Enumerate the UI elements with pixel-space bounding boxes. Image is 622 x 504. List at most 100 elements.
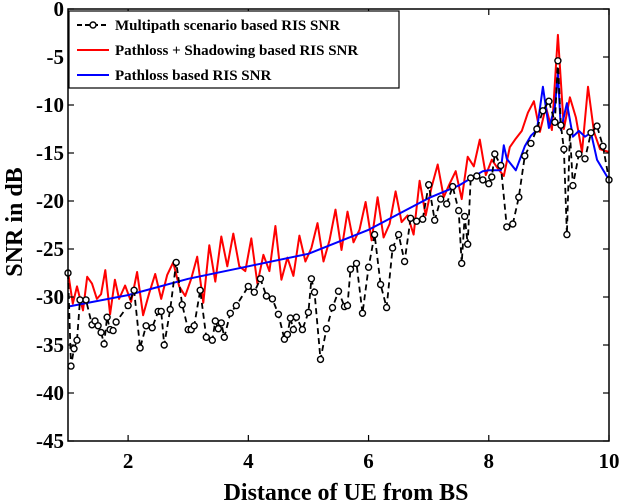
data-point (449, 182, 457, 191)
data-point (581, 155, 589, 163)
data-point (587, 129, 595, 137)
series-line (67, 33, 610, 317)
data-point (503, 223, 511, 231)
x-axis-label: Distance of UE from BS (224, 480, 469, 504)
data-point (599, 142, 607, 151)
data-point (316, 355, 325, 364)
data-point (464, 240, 472, 248)
y-tick-label: -20 (36, 189, 64, 213)
data-point (73, 336, 81, 344)
x-tick-label: 6 (363, 449, 374, 473)
data-point (76, 296, 84, 304)
y-tick-label: 0 (54, 0, 65, 21)
series-pathloss-shadowing-based-ris-snr (67, 33, 610, 317)
data-point (491, 150, 499, 158)
legend-label: Pathloss based RIS SNR (115, 68, 271, 84)
data-point (376, 280, 385, 289)
data-point (289, 325, 298, 334)
data-point (412, 217, 421, 225)
data-point (148, 324, 156, 332)
data-point (157, 307, 165, 316)
x-tick-label: 8 (484, 449, 495, 473)
data-point (130, 286, 138, 294)
x-tick-label: 2 (123, 449, 134, 473)
data-point (557, 121, 565, 129)
data-point (419, 215, 427, 223)
data-point (575, 150, 583, 158)
y-tick-label: -40 (36, 381, 64, 405)
data-point (124, 301, 132, 310)
data-point (370, 230, 379, 239)
data-point (100, 340, 108, 348)
data-point (560, 145, 568, 153)
data-point (256, 275, 265, 283)
axis-layer: 2 4 6 8 10 -45 -40 -35 -30 -25 -20 -15 -10 -5 0 (36, 0, 620, 473)
data-point (527, 139, 535, 148)
data-point (551, 118, 559, 127)
data-point (202, 333, 211, 341)
data-point (112, 318, 120, 326)
data-point (455, 206, 463, 215)
data-point (515, 193, 523, 201)
data-point (346, 265, 355, 273)
data-point (166, 305, 174, 314)
data-point (473, 172, 481, 180)
data-point (521, 152, 529, 160)
data-point (566, 128, 574, 136)
data-point (467, 174, 475, 182)
data-point (443, 200, 451, 208)
data-point (364, 263, 373, 271)
data-point (509, 220, 517, 228)
data-point (488, 173, 496, 181)
x-tick-label: 10 (599, 449, 620, 473)
data-point (262, 292, 271, 300)
data-point (70, 345, 78, 353)
data-point (358, 309, 367, 317)
data-point (461, 212, 469, 221)
data-point (458, 259, 466, 268)
y-axis-label: SNR in dB (2, 167, 28, 276)
series-layer (64, 33, 613, 370)
data-point (304, 308, 313, 317)
data-point (292, 313, 301, 321)
data-point (67, 362, 75, 370)
data-point (569, 181, 577, 190)
legend-label: Multipath scenario based RIS SNR (115, 18, 340, 34)
series-multipath-scenario-based-ris-snr (64, 57, 613, 370)
data-point (82, 296, 90, 304)
data-point (217, 319, 226, 327)
data-point (485, 179, 493, 188)
y-tick-label: -10 (36, 93, 64, 117)
legend-label: Pathloss + Shadowing based RIS SNR (115, 43, 358, 59)
data-point (425, 180, 433, 189)
y-tick-label: -30 (36, 285, 64, 309)
data-point (274, 310, 283, 318)
series-pathloss-based-ris-snr (67, 72, 610, 308)
data-point (94, 322, 102, 330)
data-point (563, 230, 571, 239)
data-point (190, 322, 198, 330)
data-point (310, 288, 319, 296)
data-point (554, 57, 562, 65)
data-point (226, 309, 235, 317)
x-tick-label: 4 (243, 449, 254, 473)
data-point (497, 161, 505, 170)
data-point (307, 275, 316, 283)
data-point (160, 341, 168, 349)
legend: Multipath scenario based RIS SNR Pathloss… (68, 10, 400, 89)
data-point (142, 322, 150, 330)
data-point (437, 195, 445, 203)
plot-frame (67, 8, 610, 442)
data-point (539, 107, 547, 115)
data-point (244, 282, 253, 291)
data-point (268, 295, 277, 303)
data-point (109, 326, 117, 335)
data-point (431, 216, 439, 224)
data-point (328, 303, 337, 312)
series-line (67, 72, 610, 308)
data-point (178, 301, 186, 309)
y-tick-label: -25 (36, 237, 64, 261)
data-point (232, 301, 241, 310)
data-point (298, 325, 307, 334)
data-point (250, 288, 259, 296)
